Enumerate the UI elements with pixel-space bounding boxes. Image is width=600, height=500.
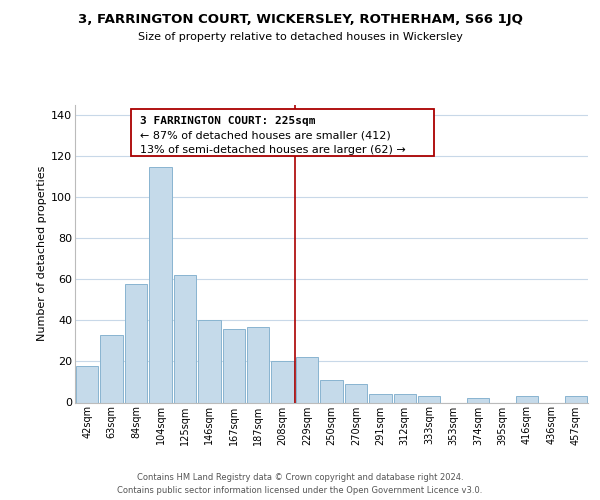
Bar <box>418 396 440 402</box>
Text: 3, FARRINGTON COURT, WICKERSLEY, ROTHERHAM, S66 1JQ: 3, FARRINGTON COURT, WICKERSLEY, ROTHERH… <box>77 12 523 26</box>
Bar <box>149 166 172 402</box>
Bar <box>247 326 269 402</box>
Bar <box>320 380 343 402</box>
Bar <box>173 276 196 402</box>
Bar <box>394 394 416 402</box>
Bar <box>344 384 367 402</box>
FancyBboxPatch shape <box>131 109 434 156</box>
Text: 3 FARRINGTON COURT: 225sqm: 3 FARRINGTON COURT: 225sqm <box>140 116 315 126</box>
Bar <box>76 366 98 403</box>
Bar <box>198 320 221 402</box>
Bar <box>271 362 294 403</box>
Bar <box>125 284 148 403</box>
Bar <box>100 335 123 402</box>
Text: ← 87% of detached houses are smaller (412): ← 87% of detached houses are smaller (41… <box>140 130 391 140</box>
Text: Size of property relative to detached houses in Wickersley: Size of property relative to detached ho… <box>137 32 463 42</box>
Y-axis label: Number of detached properties: Number of detached properties <box>37 166 47 342</box>
Bar <box>296 358 319 403</box>
Bar <box>369 394 392 402</box>
Bar <box>565 396 587 402</box>
Bar <box>223 328 245 402</box>
Bar <box>467 398 490 402</box>
Text: 13% of semi-detached houses are larger (62) →: 13% of semi-detached houses are larger (… <box>140 145 406 155</box>
Text: Contains public sector information licensed under the Open Government Licence v3: Contains public sector information licen… <box>118 486 482 495</box>
Text: Contains HM Land Registry data © Crown copyright and database right 2024.: Contains HM Land Registry data © Crown c… <box>137 472 463 482</box>
Bar <box>515 396 538 402</box>
